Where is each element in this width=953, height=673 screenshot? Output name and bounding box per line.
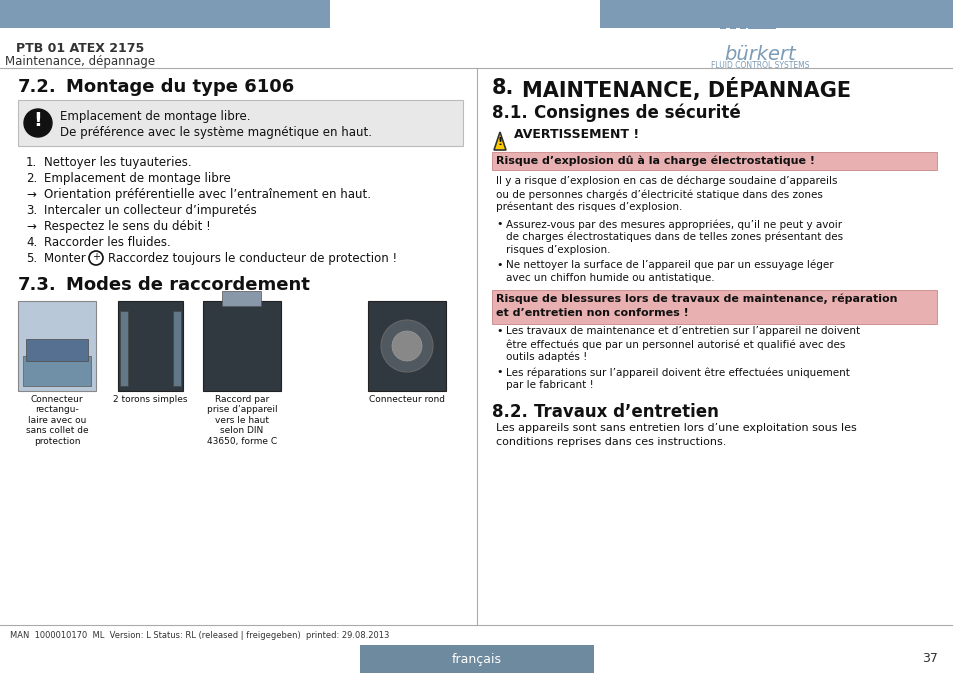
Text: Consignes de sécurité: Consignes de sécurité — [534, 104, 740, 122]
Text: Emplacement de montage libre: Emplacement de montage libre — [44, 172, 231, 185]
Text: 8.2.: 8.2. — [492, 403, 527, 421]
Text: 5.: 5. — [26, 252, 37, 265]
Circle shape — [380, 320, 433, 372]
Text: Risque d’explosion dû à la charge électrostatique !: Risque d’explosion dû à la charge électr… — [496, 156, 814, 166]
FancyBboxPatch shape — [747, 25, 775, 29]
Text: Les travaux de maintenance et d’entretien sur l’appareil ne doivent: Les travaux de maintenance et d’entretie… — [505, 326, 860, 336]
Text: ou de personnes chargés d’électricité statique dans des zones: ou de personnes chargés d’électricité st… — [496, 189, 822, 199]
FancyBboxPatch shape — [118, 301, 183, 391]
FancyBboxPatch shape — [729, 25, 735, 29]
Text: 7.3.: 7.3. — [18, 276, 56, 294]
FancyBboxPatch shape — [26, 339, 88, 361]
Text: avec un chiffon humide ou antistatique.: avec un chiffon humide ou antistatique. — [505, 273, 714, 283]
Text: Orientation préférentielle avec l’entraînement en haut.: Orientation préférentielle avec l’entraî… — [44, 188, 371, 201]
FancyBboxPatch shape — [0, 0, 330, 28]
Text: Connecteur rond: Connecteur rond — [369, 395, 444, 404]
Text: •: • — [496, 260, 502, 270]
Text: risques d’explosion.: risques d’explosion. — [505, 245, 610, 255]
Circle shape — [89, 251, 103, 265]
Text: Respectez le sens du débit !: Respectez le sens du débit ! — [44, 220, 211, 233]
Text: et d’entretien non conformes !: et d’entretien non conformes ! — [496, 308, 688, 318]
Text: →: → — [26, 220, 36, 233]
FancyBboxPatch shape — [18, 301, 96, 391]
Text: Raccord par
prise d’appareil
vers le haut
selon DIN
43650, forme C: Raccord par prise d’appareil vers le hau… — [207, 395, 277, 446]
Text: outils adaptés !: outils adaptés ! — [505, 352, 587, 363]
FancyBboxPatch shape — [720, 25, 725, 29]
FancyBboxPatch shape — [18, 100, 462, 146]
Text: 8.1.: 8.1. — [492, 104, 527, 122]
FancyBboxPatch shape — [740, 25, 745, 29]
Text: Connecteur
rectangu-
laire avec ou
sans collet de
protection: Connecteur rectangu- laire avec ou sans … — [26, 395, 89, 446]
Text: Raccorder les fluides.: Raccorder les fluides. — [44, 236, 171, 249]
Text: •: • — [496, 326, 502, 336]
Text: de charges électrostatiques dans de telles zones présentant des: de charges électrostatiques dans de tell… — [505, 232, 842, 242]
Text: Les appareils sont sans entretien lors d’une exploitation sous les: Les appareils sont sans entretien lors d… — [496, 423, 856, 433]
Text: Montage du type 6106: Montage du type 6106 — [66, 78, 294, 96]
Text: être effectués que par un personnel autorisé et qualifié avec des: être effectués que par un personnel auto… — [505, 339, 844, 349]
Text: Risque de blessures lors de travaux de maintenance, réparation: Risque de blessures lors de travaux de m… — [496, 294, 897, 304]
FancyBboxPatch shape — [23, 356, 91, 386]
Text: !: ! — [497, 137, 502, 147]
Text: 7.2.: 7.2. — [18, 78, 56, 96]
FancyBboxPatch shape — [172, 311, 181, 386]
Text: par le fabricant !: par le fabricant ! — [505, 380, 593, 390]
Text: De préférence avec le système magnétique en haut.: De préférence avec le système magnétique… — [60, 126, 372, 139]
Text: +: + — [91, 252, 100, 262]
Text: Travaux d’entretien: Travaux d’entretien — [534, 403, 719, 421]
Text: Nettoyer les tuyauteries.: Nettoyer les tuyauteries. — [44, 156, 192, 169]
Text: 2 torons simples: 2 torons simples — [112, 395, 187, 404]
Text: MAINTENANCE, DÉPANNAGE: MAINTENANCE, DÉPANNAGE — [521, 78, 850, 101]
Text: 2.: 2. — [26, 172, 37, 185]
FancyBboxPatch shape — [120, 311, 128, 386]
Text: 37: 37 — [922, 653, 937, 666]
Text: FLUID CONTROL SYSTEMS: FLUID CONTROL SYSTEMS — [710, 61, 808, 70]
FancyBboxPatch shape — [368, 301, 446, 391]
Text: bürkert: bürkert — [723, 45, 795, 64]
Text: conditions reprises dans ces instructions.: conditions reprises dans ces instruction… — [496, 437, 725, 447]
Text: 3.: 3. — [26, 204, 37, 217]
Text: Raccordez toujours le conducteur de protection !: Raccordez toujours le conducteur de prot… — [108, 252, 396, 265]
FancyBboxPatch shape — [492, 152, 936, 170]
FancyBboxPatch shape — [492, 290, 936, 324]
Text: français: français — [452, 653, 501, 666]
Text: présentant des risques d’explosion.: présentant des risques d’explosion. — [496, 202, 681, 213]
Circle shape — [24, 109, 52, 137]
Polygon shape — [494, 132, 505, 150]
Text: Les réparations sur l’appareil doivent être effectuées uniquement: Les réparations sur l’appareil doivent ê… — [505, 367, 849, 378]
FancyBboxPatch shape — [599, 0, 953, 28]
Circle shape — [392, 331, 421, 361]
Text: Emplacement de montage libre.: Emplacement de montage libre. — [60, 110, 251, 123]
Text: →: → — [26, 188, 36, 201]
Text: Il y a risque d’explosion en cas de décharge soudaine d’appareils: Il y a risque d’explosion en cas de déch… — [496, 176, 837, 186]
Text: !: ! — [33, 112, 42, 131]
Text: Monter -: Monter - — [44, 252, 97, 265]
Text: 1.: 1. — [26, 156, 37, 169]
Text: Modes de raccordement: Modes de raccordement — [66, 276, 310, 294]
Text: 4.: 4. — [26, 236, 37, 249]
Text: Ne nettoyer la surface de l’appareil que par un essuyage léger: Ne nettoyer la surface de l’appareil que… — [505, 260, 833, 271]
FancyBboxPatch shape — [203, 301, 281, 391]
Text: MAN  1000010170  ML  Version: L Status: RL (released | freigegeben)  printed: 29: MAN 1000010170 ML Version: L Status: RL … — [10, 631, 389, 640]
Text: •: • — [496, 219, 502, 229]
FancyBboxPatch shape — [359, 645, 594, 673]
Text: AVERTISSEMENT !: AVERTISSEMENT ! — [514, 128, 639, 141]
Text: Assurez-vous par des mesures appropriées, qu’il ne peut y avoir: Assurez-vous par des mesures appropriées… — [505, 219, 841, 229]
Text: Maintenance, dépannage: Maintenance, dépannage — [5, 55, 155, 68]
Text: 8.: 8. — [492, 78, 514, 98]
Text: •: • — [496, 367, 502, 377]
FancyBboxPatch shape — [222, 291, 261, 306]
Text: PTB 01 ATEX 2175: PTB 01 ATEX 2175 — [16, 42, 144, 55]
Text: Intercaler un collecteur d’impuretés: Intercaler un collecteur d’impuretés — [44, 204, 256, 217]
